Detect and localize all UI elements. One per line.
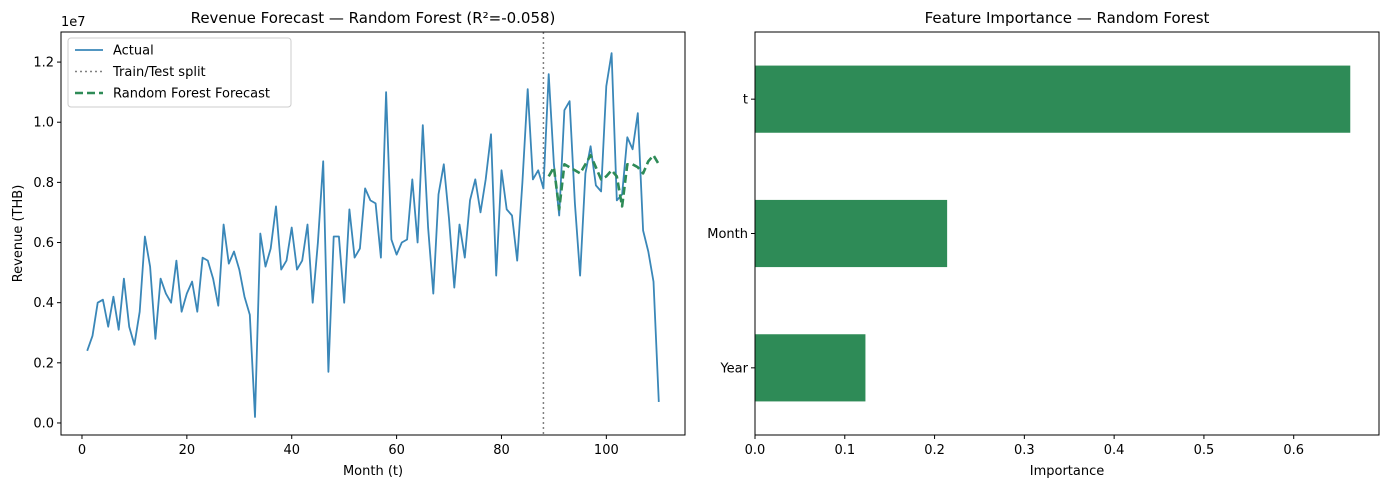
bar-t [755, 65, 1351, 133]
x-axis-ticks: 0 20 40 60 80 100 [78, 435, 619, 458]
bar-year [755, 334, 866, 402]
plot-frame [60, 31, 686, 436]
y-axis-ticks: 0.0 0.2 0.4 0.6 0.8 1.0 1.2 [33, 56, 61, 431]
x-tick-label: 0.5 [1194, 443, 1215, 458]
x-axis-ticks: 0.0 0.1 0.2 0.3 0.4 0.5 0.6 [745, 435, 1304, 458]
x-tick-label: 80 [493, 443, 510, 458]
x-tick-label: 0.2 [924, 443, 945, 458]
y-axis-ticks: Year Month t [707, 93, 755, 376]
y-tick-label: 0.8 [33, 176, 54, 191]
y-axis-label: Revenue (THB) [11, 185, 26, 283]
x-tick-label: 0.6 [1283, 443, 1304, 458]
bars [755, 65, 1351, 402]
chart-title: Revenue Forecast — Random Forest (R²=-0.… [191, 9, 556, 27]
x-tick-label: 40 [283, 443, 300, 458]
y-tick-label: t [743, 93, 748, 108]
plot-area [86, 32, 660, 435]
chart-title: Feature Importance — Random Forest [925, 9, 1210, 27]
legend: Actual Train/Test split Random Forest Fore… [67, 37, 292, 108]
y-tick-label: Month [707, 227, 748, 242]
actual-series-line [86, 52, 660, 418]
x-tick-label: 0.0 [745, 443, 766, 458]
y-tick-label: 0.2 [33, 356, 54, 371]
y-tick-label: 1.0 [33, 116, 54, 131]
legend-box [67, 37, 292, 108]
x-tick-label: 0.4 [1104, 443, 1125, 458]
y-tick-label: Year [719, 361, 748, 376]
x-tick-label: 20 [179, 443, 196, 458]
x-axis-label: Importance [1030, 464, 1105, 479]
y-tick-label: 0.6 [33, 236, 54, 251]
y-tick-label: 1.2 [33, 56, 54, 71]
x-axis-label: Month (t) [343, 464, 403, 479]
legend-label: Train/Test split [112, 65, 206, 80]
x-tick-label: 100 [594, 443, 619, 458]
bar-month [755, 199, 948, 268]
y-offset-label: 1e7 [61, 15, 86, 30]
feature-importance-chart: Feature Importance — Random Forest Impor… [707, 9, 1380, 479]
revenue-forecast-chart: Revenue Forecast — Random Forest (R²=-0.… [11, 9, 686, 479]
legend-label: Random Forest Forecast [113, 87, 270, 102]
forecast-series-line [547, 154, 660, 211]
x-tick-label: 0 [78, 443, 86, 458]
plot-frame [754, 31, 1380, 436]
x-tick-label: 0.1 [834, 443, 855, 458]
legend-label: Actual [113, 44, 154, 59]
y-tick-label: 0.4 [33, 296, 54, 311]
x-tick-label: 0.3 [1014, 443, 1035, 458]
x-tick-label: 60 [388, 443, 405, 458]
y-tick-label: 0.0 [33, 416, 54, 431]
